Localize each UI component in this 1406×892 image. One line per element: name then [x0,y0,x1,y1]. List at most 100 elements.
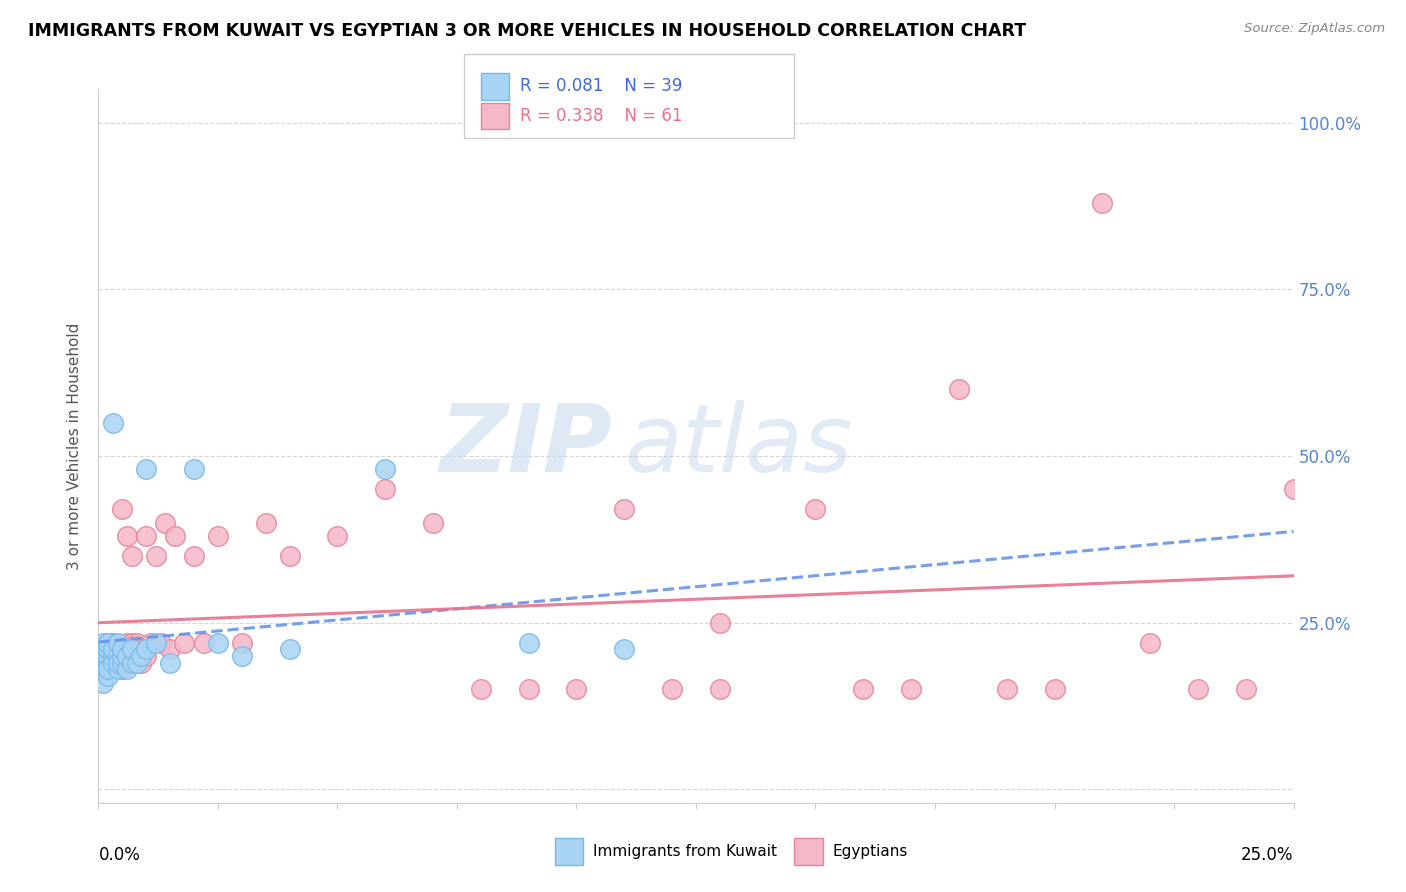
Point [115,529,138,543]
Point [1234,682,1257,697]
Point [115,662,138,676]
Point [374,483,396,497]
Point [107,642,129,657]
Point [111,656,134,670]
Point [183,549,205,563]
Point [121,649,143,664]
Point [1187,682,1209,697]
Point [149,636,172,650]
Point [97,642,120,657]
Point [101,656,124,670]
Point [804,502,827,516]
Point [517,636,540,650]
Point [278,642,301,657]
Point [709,615,731,630]
Point [121,656,143,670]
Text: R = 0.338    N = 61: R = 0.338 N = 61 [520,107,683,125]
Point [565,682,588,697]
Point [852,682,875,697]
Point [101,649,124,664]
Point [91,649,114,664]
Point [183,462,205,476]
Point [1043,682,1066,697]
Point [101,636,124,650]
Point [173,636,195,650]
Point [995,682,1018,697]
Point [900,682,922,697]
Point [155,516,177,530]
Text: R = 0.081    N = 39: R = 0.081 N = 39 [520,77,682,95]
Point [139,636,162,650]
Point [125,636,148,650]
Point [97,649,120,664]
Point [91,649,114,664]
Point [193,636,215,650]
Point [101,656,124,670]
Point [135,649,157,664]
Point [278,549,301,563]
Point [145,549,167,563]
Point [207,636,229,650]
Point [135,462,157,476]
Point [121,636,143,650]
Y-axis label: 3 or more Vehicles in Household: 3 or more Vehicles in Household [67,322,83,570]
Point [91,662,114,676]
Point [1139,636,1161,650]
Point [91,636,114,650]
Point [97,642,120,657]
Text: IMMIGRANTS FROM KUWAIT VS EGYPTIAN 3 OR MORE VEHICLES IN HOUSEHOLD CORRELATION C: IMMIGRANTS FROM KUWAIT VS EGYPTIAN 3 OR … [28,22,1026,40]
Text: ZIP: ZIP [440,400,613,492]
Point [91,675,114,690]
Point [131,642,153,657]
Point [97,636,120,650]
Text: Immigrants from Kuwait: Immigrants from Kuwait [593,845,778,859]
Point [111,662,134,676]
Point [97,669,120,683]
Point [97,636,120,650]
Point [111,642,134,657]
Point [145,636,167,650]
Point [107,662,129,676]
Point [661,682,683,697]
Point [709,682,731,697]
Point [97,662,120,676]
Point [948,382,970,396]
Point [101,642,124,657]
Text: 25.0%: 25.0% [1241,846,1294,863]
Point [107,649,129,664]
Point [1282,483,1305,497]
Point [111,642,134,657]
Point [422,516,444,530]
Point [135,529,157,543]
Point [115,649,138,664]
Text: 0.0%: 0.0% [98,846,141,863]
Point [97,662,120,676]
Point [111,649,134,664]
Point [115,636,138,650]
Point [374,462,396,476]
Point [107,649,129,664]
Point [125,649,148,664]
Point [91,656,114,670]
Text: Source: ZipAtlas.com: Source: ZipAtlas.com [1244,22,1385,36]
Point [326,529,349,543]
Point [121,642,143,657]
Point [91,642,114,657]
Point [101,416,124,430]
Point [163,529,186,543]
Point [470,682,492,697]
Point [97,656,120,670]
Point [613,642,636,657]
Point [207,529,229,543]
Point [135,642,157,657]
Point [1091,195,1114,210]
Point [131,656,153,670]
Point [159,656,181,670]
Text: Egyptians: Egyptians [832,845,908,859]
Point [131,649,153,664]
Point [159,642,181,657]
Point [97,649,120,664]
Point [107,656,129,670]
Point [254,516,277,530]
Point [613,502,636,516]
